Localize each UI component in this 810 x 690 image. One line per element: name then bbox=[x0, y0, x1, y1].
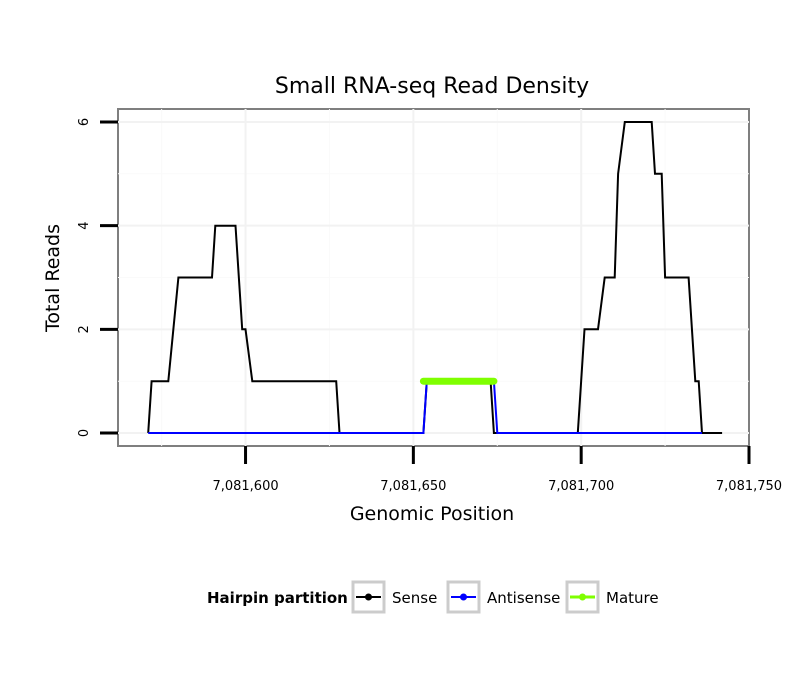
y-tick-label: 2 bbox=[77, 325, 92, 333]
y-tick-label: 4 bbox=[77, 222, 92, 230]
series-line-sense bbox=[147, 121, 723, 434]
legend-dot-sense bbox=[365, 593, 372, 601]
legend-dot-antisense bbox=[460, 593, 467, 601]
y-axis: 0 2 4 6 bbox=[77, 118, 118, 437]
y-tick-label: 0 bbox=[77, 429, 92, 437]
legend-title: Hairpin partition bbox=[207, 589, 348, 607]
series-lines bbox=[147, 121, 723, 434]
legend-label-antisense: Antisense bbox=[487, 589, 560, 607]
x-axis-title: Genomic Position bbox=[350, 503, 514, 525]
x-tick-label: 7,081,650 bbox=[380, 479, 446, 494]
x-axis: 7,081,600 7,081,650 7,081,700 7,081,750 bbox=[212, 446, 782, 494]
legend-item-antisense: Antisense bbox=[446, 580, 560, 614]
legend-label-sense: Sense bbox=[392, 589, 437, 607]
legend: Hairpin partition Sense Antisense Mature bbox=[207, 580, 659, 614]
y-tick-label: 6 bbox=[77, 118, 92, 126]
y-axis-title: Total Reads bbox=[42, 224, 64, 333]
x-tick-label: 7,081,700 bbox=[548, 479, 614, 494]
chart-title: Small RNA-seq Read Density bbox=[275, 74, 589, 99]
legend-item-mature: Mature bbox=[565, 580, 659, 614]
x-tick-label: 7,081,750 bbox=[716, 479, 782, 494]
legend-key-mature bbox=[565, 580, 600, 614]
legend-item-sense: Sense bbox=[351, 580, 437, 614]
legend-label-mature: Mature bbox=[606, 589, 659, 607]
legend-dot-mature bbox=[579, 593, 586, 601]
x-tick-label: 7,081,600 bbox=[212, 479, 278, 494]
